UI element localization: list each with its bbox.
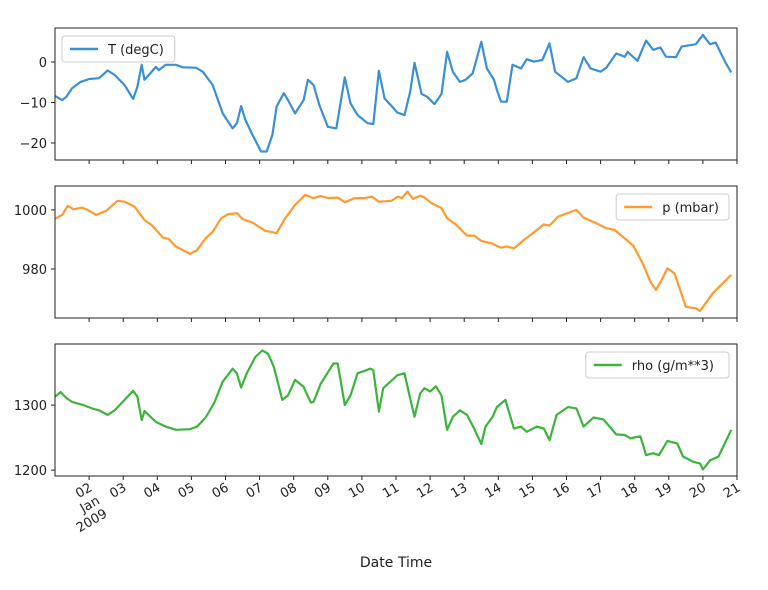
- legend-box: [615, 193, 730, 221]
- x-tick-label-line: 21: [721, 480, 743, 501]
- x-tick-label: 18: [619, 480, 641, 501]
- x-tick-label: 03: [107, 480, 129, 501]
- x-tick-label-line: 16: [551, 480, 573, 501]
- x-tick-label-line: 02: [73, 480, 95, 501]
- x-tick-label-line: 11: [380, 480, 402, 501]
- x-tick-label: 13: [448, 480, 470, 501]
- x-tick-label-line: 05: [176, 480, 198, 501]
- x-tick-label-line: 09: [312, 480, 334, 501]
- x-tick-label-line: 12: [414, 480, 436, 501]
- y-tick-label: 1200: [14, 464, 47, 479]
- x-tick-label: 16: [551, 480, 573, 501]
- x-tick-label-line: 20: [687, 480, 709, 501]
- x-tick-label: 14: [482, 480, 504, 501]
- x-tick-label: 10: [346, 480, 368, 501]
- x-tick-label: 20: [687, 480, 709, 501]
- x-tick-label-line: 17: [585, 480, 607, 501]
- x-tick-label: 06: [210, 480, 232, 501]
- x-tick-label-line: 04: [141, 480, 163, 501]
- x-tick-label: 09: [312, 480, 334, 501]
- x-tick-label: 12: [414, 480, 436, 501]
- x-tick-label-line: 07: [244, 480, 266, 501]
- y-tick-label: 1000: [14, 204, 47, 219]
- x-tick-label-line: 06: [210, 480, 232, 501]
- x-tick-label: 11: [380, 480, 402, 501]
- x-tick-label-line: 18: [619, 480, 641, 501]
- x-tick-label: 04: [141, 480, 163, 501]
- x-tick-label: 08: [278, 480, 300, 501]
- y-tick-label: 980: [22, 263, 47, 278]
- legend-box: [585, 351, 730, 379]
- y-tick-label: −10: [20, 97, 47, 112]
- legend-label: rho (g/m**3): [632, 359, 714, 374]
- x-tick-label-line: 10: [346, 480, 368, 501]
- legend-box: [61, 35, 176, 63]
- x-tick-label-line: 14: [482, 480, 504, 501]
- x-tick-label-line: 19: [653, 480, 675, 501]
- y-tick-label: 0: [39, 56, 47, 71]
- x-tick-label: 02Jan2009: [59, 480, 110, 536]
- series-line-3: [54, 349, 733, 471]
- x-axis-label: Date Time: [360, 555, 432, 571]
- series-line-2: [54, 190, 733, 312]
- x-tick-label: 15: [517, 480, 539, 501]
- x-tick-label-line: 08: [278, 480, 300, 501]
- x-tick-label-line: 03: [107, 480, 129, 501]
- legend-label: p (mbar): [662, 201, 719, 216]
- x-tick-label: 05: [176, 480, 198, 501]
- y-tick-label: −20: [20, 137, 47, 152]
- x-tick-label: 07: [244, 480, 266, 501]
- x-tick-label: 21: [721, 480, 743, 501]
- x-tick-label: 19: [653, 480, 675, 501]
- x-tick-label-line: 13: [448, 480, 470, 501]
- x-tick-label-line: 15: [517, 480, 539, 501]
- legend-label: T (degC): [107, 43, 164, 58]
- series-line-1: [54, 33, 733, 153]
- y-tick-label: 1300: [14, 399, 47, 414]
- x-tick-label: 17: [585, 480, 607, 501]
